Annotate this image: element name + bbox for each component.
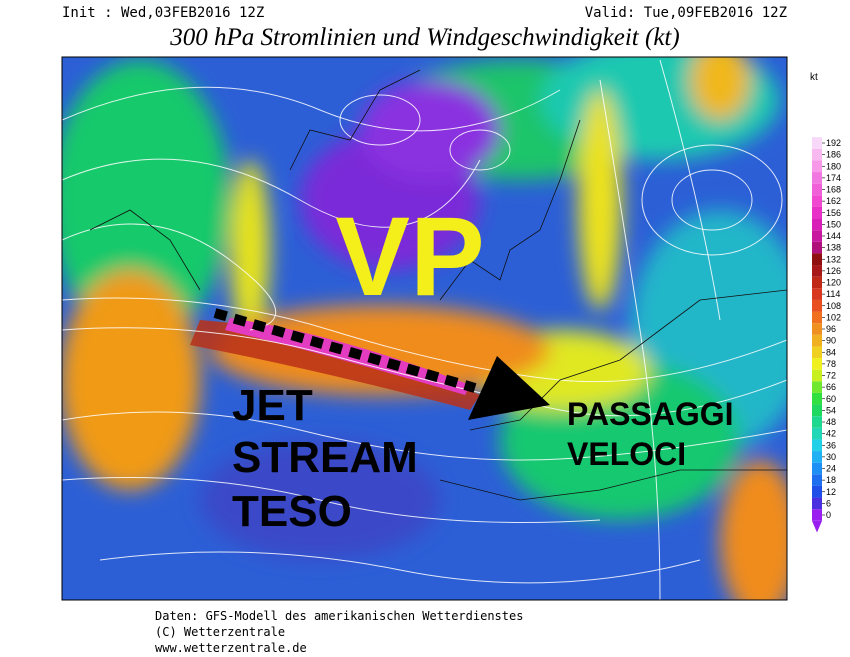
colorbar-tick-label: 54 [826, 405, 836, 415]
map-title: 300 hPa Stromlinien und Windgeschwindigk… [169, 24, 679, 51]
jet-label: STREAM [232, 433, 418, 482]
colorbar-segment [812, 427, 822, 440]
colorbar-segment [812, 334, 822, 347]
colorbar-segment [812, 497, 822, 510]
jet-label: TESO [232, 487, 352, 536]
footer-line: (C) Wetterzentrale [155, 625, 285, 639]
colorbar-tick-label: 150 [826, 219, 841, 229]
colorbar-tick-label: 186 [826, 150, 841, 160]
map: VP JET STREAM TESO PASSAGGI VELOCI [62, 57, 787, 600]
colorbar-tick-label: 156 [826, 208, 841, 218]
colorbar-segment [812, 358, 822, 370]
colorbar-segment [812, 276, 822, 289]
colorbar-tick-label: 138 [826, 243, 841, 253]
colorbar-segment [812, 137, 822, 149]
colorbar-tick-label: 18 [826, 475, 836, 485]
footer-line: www.wetterzentrale.de [155, 641, 307, 655]
colorbar-tick-label: 24 [826, 464, 836, 474]
colorbar-segment [812, 381, 822, 393]
colorbar-segment [812, 474, 822, 486]
colorbar-segment [812, 346, 822, 359]
colorbar-segment [812, 369, 822, 382]
colorbar-segment [812, 299, 822, 312]
footer-line: Daten: GFS-Modell des amerikanischen Wet… [155, 609, 523, 623]
map-frame [61, 56, 788, 601]
colorbar-tick-label: 144 [826, 231, 841, 241]
colorbar-unit: kt [810, 72, 818, 83]
colorbar-segment [812, 230, 822, 242]
colorbar-segment [812, 439, 822, 452]
colorbar-segment [812, 404, 822, 417]
colorbar-tick-label: 6 [826, 498, 831, 508]
passaggi-label: PASSAGGI [567, 396, 734, 432]
colorbar-segment [812, 206, 822, 219]
colorbar-tick-label: 84 [826, 347, 836, 357]
colorbar-tick-label: 0 [826, 510, 831, 520]
colorbar-segment [812, 160, 822, 173]
jet-label: JET [232, 381, 313, 430]
init-time: Init : Wed,03FEB2016 12Z [62, 5, 264, 21]
colorbar-segment [812, 311, 822, 324]
colorbar-tick-label: 180 [826, 161, 841, 171]
vp-label: VP [335, 194, 484, 319]
colorbar-segment [812, 462, 822, 475]
colorbar-segment [812, 451, 822, 463]
colorbar-tick-label: 60 [826, 394, 836, 404]
colorbar-tick-label: 108 [826, 301, 841, 311]
colorbar-segment [812, 172, 822, 184]
colorbar-tick-label: 102 [826, 312, 841, 322]
colorbar-tick-label: 66 [826, 382, 836, 392]
colorbar-tick-label: 36 [826, 440, 836, 450]
colorbar-tick-label: 162 [826, 196, 841, 206]
colorbar-segment [812, 148, 822, 161]
colorbar-tick-label: 30 [826, 452, 836, 462]
colorbar-segment [812, 241, 822, 254]
passaggi-label: VELOCI [567, 436, 686, 472]
colorbar-segment [812, 416, 822, 428]
jet-arrow-head [468, 356, 550, 420]
colorbar-tick-label: 48 [826, 417, 836, 427]
colorbar-segment [812, 265, 822, 277]
colorbar-tick-label: 78 [826, 359, 836, 369]
colorbar-tick-label: 192 [826, 138, 841, 148]
colorbar-segment [812, 183, 822, 196]
colorbar-tick-label: 132 [826, 254, 841, 264]
colorbar-tick-label: 120 [826, 278, 841, 288]
colorbar-segment [812, 392, 822, 405]
colorbar-tick-label: 114 [826, 289, 840, 299]
jet-arrow-shaft [213, 308, 477, 393]
colorbar-segment [812, 195, 822, 207]
colorbar-tick-label: 174 [826, 173, 841, 183]
colorbar-arrow [812, 520, 822, 533]
colorbar-segment [812, 288, 822, 300]
colorbar-segment [812, 323, 822, 335]
colorbar-tick-label: 168 [826, 185, 841, 195]
valid-time: Valid: Tue,09FEB2016 12Z [585, 5, 787, 21]
colorbar-tick-label: 42 [826, 429, 836, 439]
colorbar-segment [812, 509, 822, 521]
colorbar-tick-label: 12 [826, 487, 836, 497]
colorbar-segment [812, 218, 822, 231]
colorbar-tick-label: 90 [826, 336, 836, 346]
colorbar-tick-label: 96 [826, 324, 836, 334]
colorbar-tick-label: 126 [826, 266, 841, 276]
colorbar-segment [812, 485, 822, 498]
coastlines [89, 69, 787, 501]
colorbar-segment [812, 253, 822, 266]
colorbar-tick-label: 72 [826, 371, 836, 381]
